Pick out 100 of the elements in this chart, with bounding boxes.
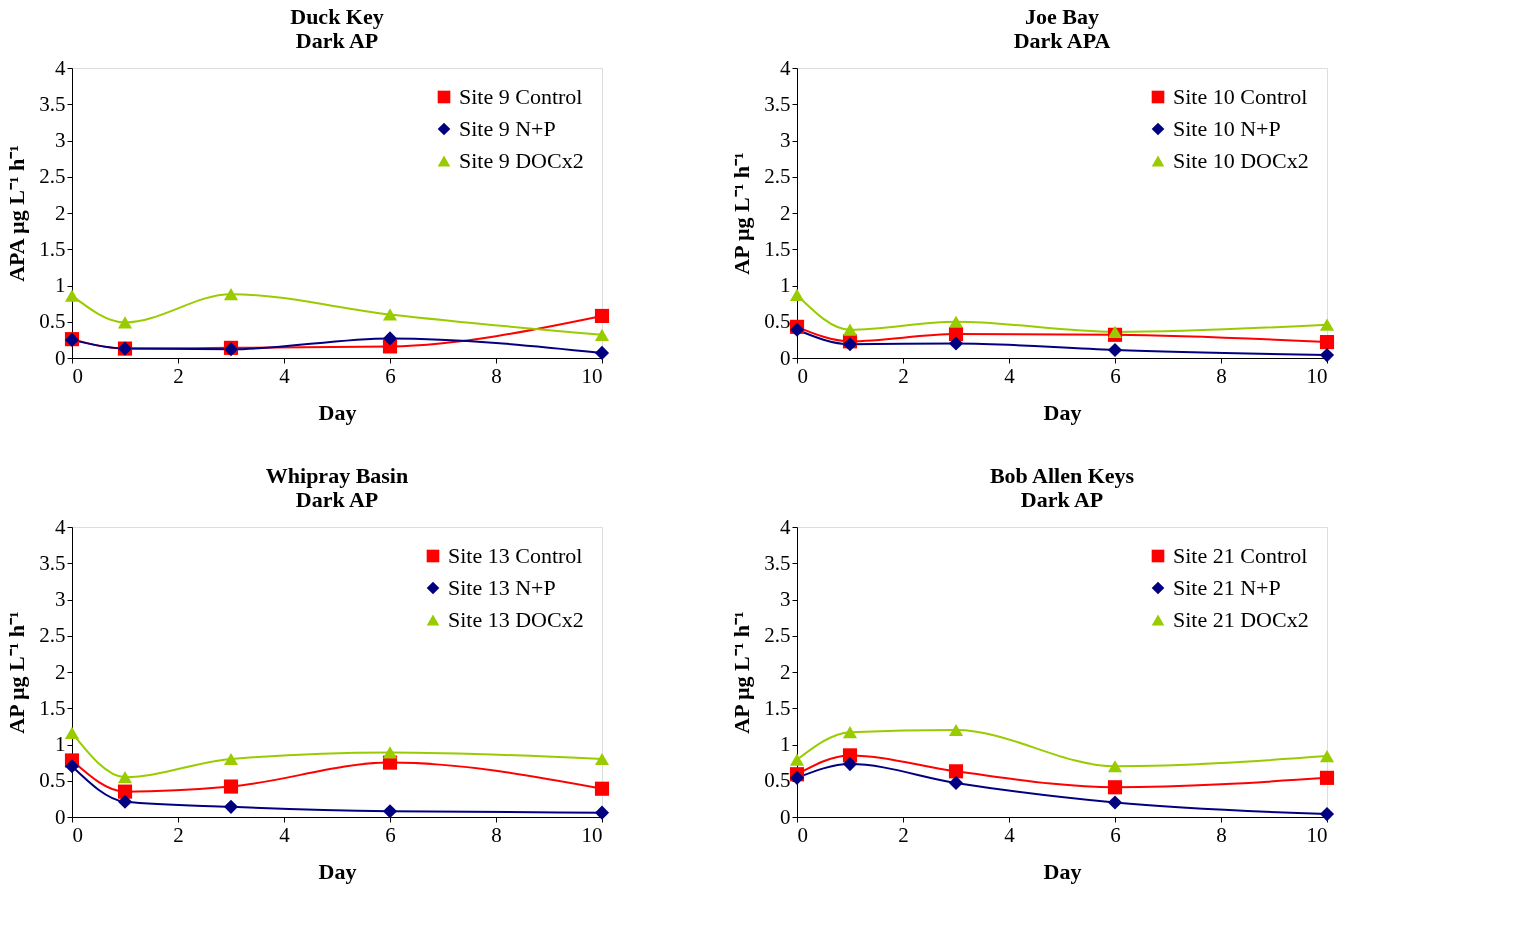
y-tick-label: 0.5 [764,768,791,793]
legend-label: Site 21 DOCx2 [1173,607,1309,632]
y-tick-label: 1 [55,273,66,297]
x-tick-label: 8 [491,822,502,847]
x-tick-label: 4 [279,363,291,388]
x-tick-label: 0 [72,822,83,847]
chart-title: Joe Bay Dark APA [1013,4,1111,53]
y-axis-title: AP µg L⁻¹ h⁻¹ [4,611,30,734]
legend-label: Site 10 Control [1173,84,1308,109]
point [117,316,133,329]
chart-title: Whipray Basin Dark AP [265,463,409,512]
y-tick-label: 2.5 [764,623,791,648]
point [789,288,805,302]
legend-label: Site 13 Control [448,543,583,568]
y-tick-label: 0 [780,804,791,829]
y-tick-label: 0.5 [764,309,791,334]
legend-label: Site 21 Control [1173,543,1308,568]
y-tick-label: 1 [780,273,791,297]
point [594,345,610,360]
y-tick-label: 0.5 [39,768,66,793]
y-tick-label: 3.5 [764,91,791,116]
y-axis-title: AP µg L⁻¹ h⁻¹ [729,611,755,734]
y-tick-label: 4 [780,514,791,539]
x-tick-label: 2 [898,363,909,388]
x-axis-title: Day [1043,858,1082,884]
point [1319,334,1335,350]
x-tick-label: 0 [797,363,808,388]
y-tick-label: 3.5 [39,91,66,116]
y-tick-label: 4 [780,55,791,80]
x-axis-title: Day [318,399,357,425]
x-tick-label: 6 [385,822,396,847]
legend-label: Site 13 DOCx2 [448,607,584,632]
y-tick-label: 1.5 [39,236,66,261]
x-tick-label: 2 [173,822,184,847]
x-tick-label: 0 [797,822,808,847]
x-tick-label: 6 [1110,822,1121,847]
x-tick-label: 4 [1004,822,1016,847]
x-tick-label: 4 [1004,363,1016,388]
y-tick-label: 1 [55,732,66,756]
point [1319,318,1335,331]
x-tick-label: 6 [1110,363,1121,388]
y-tick-label: 1 [780,732,791,756]
point [842,323,858,336]
y-tick-label: 1.5 [764,236,791,261]
y-tick-label: 3 [55,587,66,611]
y-axis-title: APA µg L⁻¹ h⁻¹ [4,145,30,282]
chart-title: Bob Allen Keys Dark AP [989,463,1135,512]
y-tick-label: 3.5 [39,550,66,575]
y-tick-label: 3 [780,128,791,152]
y-tick-label: 1.5 [764,695,791,720]
chart-title: Duck Key Dark AP [290,4,384,53]
legend-label: Site 10 DOCx2 [1173,148,1309,173]
y-tick-label: 4 [55,514,66,539]
y-tick-label: 2.5 [39,164,66,189]
y-tick-label: 3 [780,587,791,611]
y-tick-label: 4 [55,55,66,80]
y-tick-label: 2.5 [764,164,791,189]
y-tick-label: 1.5 [39,695,66,720]
x-axis-title: Day [1043,399,1082,425]
point [1319,348,1335,363]
point [948,315,964,328]
y-tick-label: 0.5 [39,309,66,334]
x-tick-label: 8 [1216,363,1227,388]
y-tick-label: 2.5 [39,623,66,648]
x-tick-label: 0 [72,363,83,388]
point [64,289,80,302]
legend-label: Site 9 DOCx2 [459,148,584,173]
legend-label: Site 9 N+P [459,116,556,141]
legend-label: Site 10 N+P [1173,116,1281,141]
y-tick-label: 2 [780,659,791,684]
point [382,331,398,346]
point [594,308,610,324]
x-tick-label: 10 [1306,822,1328,847]
legend-label: Site 9 Control [459,84,583,109]
x-tick-label: 2 [173,363,184,388]
legend-label: Site 13 N+P [448,575,556,600]
point [382,308,398,321]
point [594,328,610,341]
y-tick-label: 0 [55,345,66,370]
x-tick-label: 4 [279,822,291,847]
y-tick-label: 3 [55,128,66,152]
x-tick-label: 6 [385,363,396,388]
y-tick-label: 0 [55,804,66,829]
x-tick-label: 2 [898,822,909,847]
x-tick-label: 8 [491,363,502,388]
x-tick-label: 10 [581,822,603,847]
point [1107,342,1123,358]
legend-label: Site 21 N+P [1173,575,1281,600]
point [223,288,239,301]
point [948,336,964,351]
x-axis-title: Day [318,858,357,884]
y-axis-title: AP µg L⁻¹ h⁻¹ [729,152,755,275]
y-tick-label: 2 [55,200,66,225]
y-tick-label: 2 [55,659,66,684]
y-tick-label: 2 [780,200,791,225]
y-tick-label: 3.5 [764,550,791,575]
x-tick-label: 8 [1216,822,1227,847]
y-tick-label: 0 [780,345,791,370]
x-tick-label: 10 [581,363,603,388]
x-tick-label: 10 [1306,363,1328,388]
